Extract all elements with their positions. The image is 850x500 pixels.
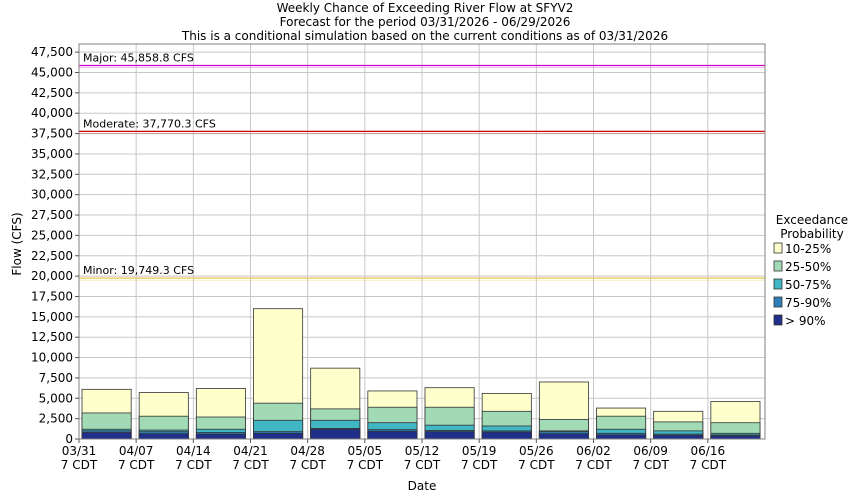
y-axis-label: Flow (CFS) bbox=[10, 212, 24, 275]
y-tick-label: 42,500 bbox=[31, 86, 73, 100]
bars bbox=[81, 308, 761, 440]
y-tick-label: 7,500 bbox=[39, 371, 73, 385]
x-tick-label-time: 7 CDT bbox=[575, 458, 612, 472]
chart-title: Weekly Chance of Exceeding River Flow at… bbox=[277, 1, 574, 15]
legend-title-line2: Probability bbox=[780, 227, 843, 241]
legend: Exceedance Probability 10-25% 25-50% 50-75… bbox=[773, 213, 848, 328]
x-tick-label-time: 7 CDT bbox=[175, 458, 212, 472]
x-tick-label-time: 7 CDT bbox=[404, 458, 441, 472]
x-tick-label-time: 7 CDT bbox=[347, 458, 384, 472]
x-tick-label-time: 7 CDT bbox=[690, 458, 727, 472]
y-tick-label: 35,000 bbox=[31, 147, 73, 161]
y-axis: 0 2,500 5,000 7,500 10,000 12,500 15,000 17,500… bbox=[31, 45, 79, 446]
bar-90-06-09 bbox=[653, 434, 704, 440]
bar-90-05-19 bbox=[481, 431, 532, 440]
chart-subtitle-forecast-period: Forecast for the period 03/31/2026 - 06/… bbox=[280, 15, 571, 29]
x-tick-label-date: 05/05 bbox=[348, 444, 383, 458]
x-tick-label-date: 03/31 bbox=[62, 444, 97, 458]
bar-90-04-28 bbox=[310, 428, 361, 440]
x-tick-label-date: 04/07 bbox=[119, 444, 154, 458]
y-tick-label: 0 bbox=[65, 432, 73, 446]
x-tick-label-date: 04/14 bbox=[176, 444, 211, 458]
bar-90-05-12 bbox=[424, 431, 475, 440]
x-tick-label-date: 05/12 bbox=[405, 444, 440, 458]
x-tick-label-time: 7 CDT bbox=[632, 458, 669, 472]
y-tick-label: 22,500 bbox=[31, 249, 73, 263]
x-tick-label-time: 7 CDT bbox=[232, 458, 269, 472]
x-tick-label-date: 04/28 bbox=[290, 444, 325, 458]
x-axis-label: Date bbox=[408, 479, 437, 493]
y-tick-label: 27,500 bbox=[31, 208, 73, 222]
legend-swatch bbox=[773, 296, 783, 308]
legend-label: > 90% bbox=[785, 314, 826, 328]
threshold-label: Minor: 19,749.3 CFS bbox=[83, 264, 194, 277]
legend-title-line1: Exceedance bbox=[776, 213, 848, 227]
x-tick-label-time: 7 CDT bbox=[289, 458, 326, 472]
y-tick-label: 47,500 bbox=[31, 45, 73, 59]
x-tick-label-date: 05/19 bbox=[462, 444, 497, 458]
y-tick-label: 32,500 bbox=[31, 167, 73, 181]
legend-label: 25-50% bbox=[785, 260, 831, 274]
legend-label: 10-25% bbox=[785, 242, 831, 256]
y-tick-label: 12,500 bbox=[31, 330, 73, 344]
bar-90-05-05 bbox=[367, 430, 418, 440]
y-tick-label: 2,500 bbox=[39, 412, 73, 426]
y-tick-label: 10,000 bbox=[31, 351, 73, 365]
x-tick-label-time: 7 CDT bbox=[518, 458, 555, 472]
x-tick-label-date: 05/26 bbox=[519, 444, 554, 458]
x-tick-label-date: 06/09 bbox=[633, 444, 668, 458]
x-tick-label-date: 06/02 bbox=[576, 444, 611, 458]
bar-90-03-31 bbox=[81, 432, 132, 440]
legend-label: 50-75% bbox=[785, 278, 831, 292]
threshold-label: Moderate: 37,770.3 CFS bbox=[83, 117, 216, 130]
legend-swatch bbox=[773, 242, 783, 254]
y-tick-label: 30,000 bbox=[31, 188, 73, 202]
bar-90-04-21 bbox=[253, 432, 304, 440]
x-tick-label-time: 7 CDT bbox=[61, 458, 98, 472]
legend-swatch bbox=[773, 314, 783, 326]
x-tick-label-date: 04/21 bbox=[233, 444, 268, 458]
chart-subtitle-conditions: This is a conditional simulation based o… bbox=[181, 29, 668, 43]
y-tick-label: 20,000 bbox=[31, 269, 73, 283]
y-tick-label: 40,000 bbox=[31, 106, 73, 120]
y-tick-label: 15,000 bbox=[31, 310, 73, 324]
y-tick-label: 37,500 bbox=[31, 127, 73, 141]
bar-90-06-02 bbox=[596, 434, 647, 440]
legend-swatch bbox=[773, 278, 783, 290]
y-tick-label: 17,500 bbox=[31, 289, 73, 303]
bar-90-04-07 bbox=[138, 433, 189, 440]
x-tick-label-time: 7 CDT bbox=[461, 458, 498, 472]
y-tick-label: 5,000 bbox=[39, 391, 73, 405]
flood-thresholds: Major: 45,858.8 CFS Moderate: 37,770.3 CF… bbox=[79, 52, 765, 281]
x-tick-label-date: 06/16 bbox=[691, 444, 726, 458]
x-tick-label-time: 7 CDT bbox=[118, 458, 155, 472]
legend-label: 75-90% bbox=[785, 296, 831, 310]
y-tick-label: 25,000 bbox=[31, 228, 73, 242]
y-tick-label: 45,000 bbox=[31, 66, 73, 80]
bar-90-05-26 bbox=[538, 433, 589, 440]
legend-swatch bbox=[773, 260, 783, 272]
bar-90-04-14 bbox=[195, 433, 246, 440]
threshold-label: Major: 45,858.8 CFS bbox=[83, 52, 194, 65]
